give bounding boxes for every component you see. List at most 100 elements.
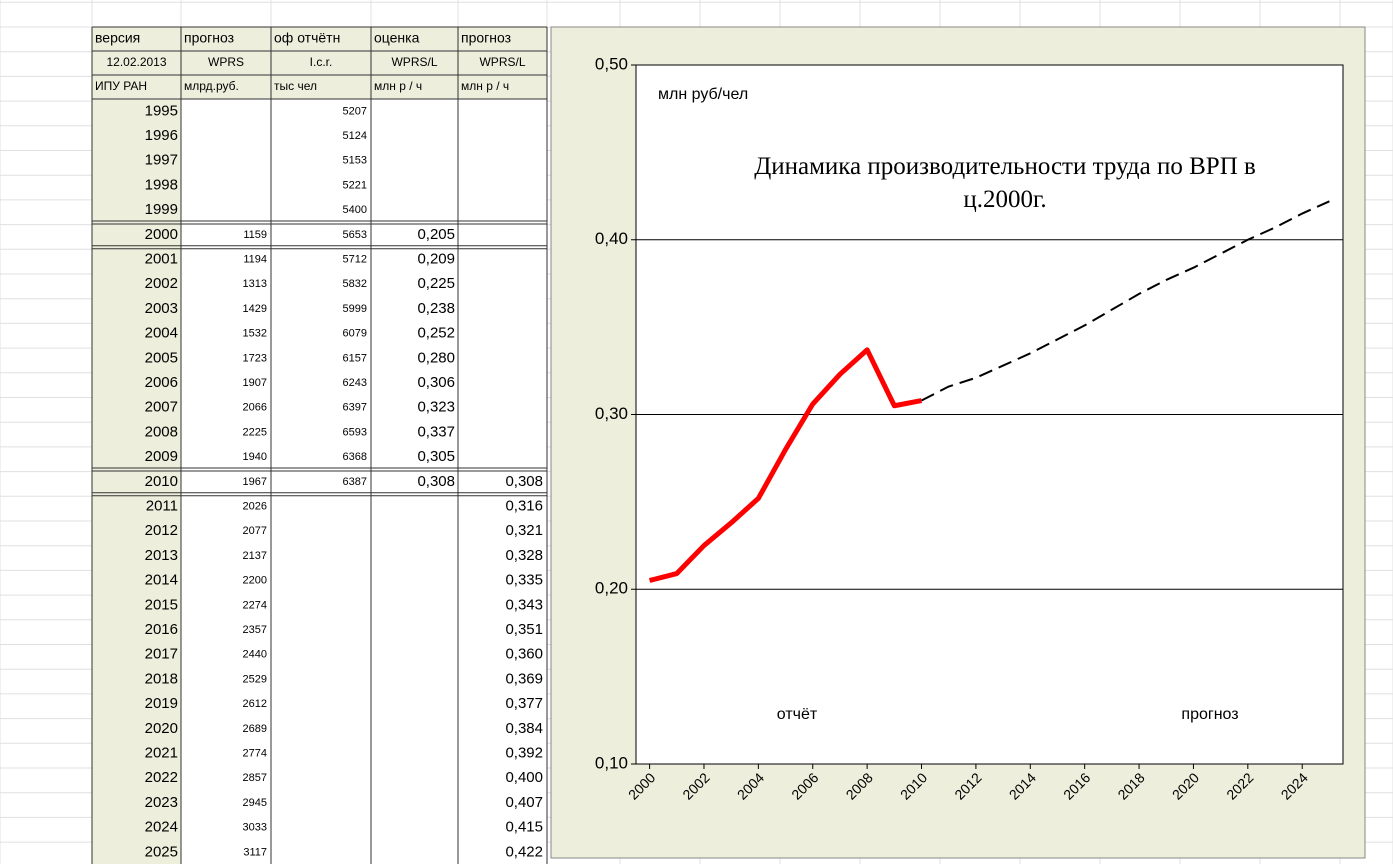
- header-cell: прогноз: [461, 30, 511, 46]
- cell-year: 2023: [145, 794, 178, 811]
- y-tick-label: 0,20: [595, 579, 628, 598]
- cell-year: 2002: [145, 275, 178, 292]
- cell-grp: 1532: [243, 328, 267, 340]
- row-bg: [181, 494, 547, 519]
- row-bg: [181, 642, 547, 668]
- cell-grp: 2200: [243, 575, 267, 587]
- cell-year: 1997: [145, 152, 178, 169]
- cell-employed: 6243: [343, 377, 367, 389]
- cell-grp: 2529: [243, 673, 267, 685]
- row-bg: [181, 444, 547, 470]
- cell-year: 1998: [145, 176, 178, 193]
- cell-grp: 2137: [243, 550, 267, 562]
- cell-year: 2000: [145, 226, 178, 243]
- cell-year: 2025: [145, 843, 178, 860]
- row-bg: [181, 840, 547, 864]
- row-bg: [181, 716, 547, 742]
- cell-grp: 1313: [243, 278, 267, 290]
- cell-estimate: 0,308: [417, 473, 455, 490]
- cell-year: 2004: [145, 325, 178, 342]
- cell-estimate: 0,306: [417, 374, 455, 391]
- row-bg: [181, 148, 547, 174]
- cell-grp: 2077: [243, 525, 267, 537]
- cell-grp: 2225: [243, 426, 267, 438]
- cell-year: 2024: [145, 819, 178, 836]
- cell-employed: 6387: [343, 476, 367, 488]
- row-bg: [181, 395, 547, 421]
- cell-estimate: 0,280: [417, 349, 455, 366]
- cell-year: 2010: [145, 473, 178, 490]
- cell-forecast: 0,392: [505, 745, 543, 762]
- cell-grp: 3033: [243, 822, 267, 834]
- row-bg: [181, 617, 547, 643]
- cell-employed: 5832: [343, 278, 367, 290]
- row-bg: [181, 296, 547, 322]
- cell-year: 1996: [145, 127, 178, 144]
- cell-year: 2001: [145, 251, 178, 268]
- series-line: [921, 200, 1330, 402]
- cell-employed: 5124: [343, 130, 367, 142]
- cell-employed: 5712: [343, 253, 367, 265]
- row-bg: [181, 790, 547, 816]
- row-bg: [181, 691, 547, 717]
- cell-estimate: 0,252: [417, 325, 455, 342]
- cell-grp: 3117: [243, 846, 267, 858]
- cell-grp: 2440: [243, 649, 267, 661]
- cell-grp: 1723: [243, 352, 267, 364]
- cell-year: 2008: [145, 423, 178, 440]
- cell-forecast: 0,335: [505, 572, 543, 589]
- row-bg: [181, 815, 547, 840]
- cell-forecast: 0,422: [505, 843, 543, 860]
- cell-grp: 2066: [243, 402, 267, 414]
- cell-grp: 2774: [243, 747, 267, 759]
- cell-grp: 1194: [243, 253, 267, 265]
- cell-forecast: 0,407: [505, 794, 543, 811]
- cell-year: 2016: [145, 621, 178, 638]
- cell-year: 2006: [145, 374, 178, 391]
- year-col-bg: [92, 99, 181, 864]
- cell-forecast: 0,321: [505, 522, 543, 539]
- cell-employed: 5153: [343, 155, 367, 167]
- row-bg: [181, 518, 547, 544]
- header-cell: 12.02.2013: [106, 55, 166, 69]
- row-bg: [181, 197, 547, 223]
- cell-employed: 5221: [343, 179, 367, 191]
- cell-forecast: 0,377: [505, 695, 543, 712]
- cell-forecast: 0,351: [505, 621, 543, 638]
- cell-grp: 2274: [243, 599, 267, 611]
- cell-year: 2012: [145, 522, 178, 539]
- cell-estimate: 0,238: [417, 300, 455, 317]
- row-bg: [181, 543, 547, 569]
- cell-estimate: 0,323: [417, 399, 455, 416]
- cell-estimate: 0,305: [417, 448, 455, 465]
- cell-employed: 5400: [343, 204, 367, 216]
- cell-employed: 6397: [343, 402, 367, 414]
- cell-estimate: 0,209: [417, 251, 455, 268]
- series-line: [648, 347, 922, 583]
- row-bg: [181, 667, 547, 692]
- cell-year: 2009: [145, 448, 178, 465]
- cell-grp: 1940: [243, 451, 267, 463]
- header-cell: млн р / ч: [461, 79, 509, 93]
- header-cell: версия: [95, 30, 140, 46]
- cell-year: 2003: [145, 300, 178, 317]
- header-cell: оф отчётн: [274, 30, 340, 46]
- cell-employed: 5653: [343, 229, 367, 241]
- cell-grp: 1429: [243, 303, 267, 315]
- row-bg: [181, 469, 547, 495]
- cell-employed: 5999: [343, 303, 367, 315]
- cell-forecast: 0,343: [505, 596, 543, 613]
- chart-title: Динамика производительности труда по ВРП…: [754, 153, 1256, 213]
- annotation: отчёт: [777, 706, 818, 723]
- row-bg: [181, 271, 547, 297]
- row-bg: [181, 370, 547, 396]
- cell-year: 2020: [145, 720, 178, 737]
- cell-employed: 6593: [343, 426, 367, 438]
- row-bg: [181, 741, 547, 766]
- cell-employed: 5207: [343, 105, 367, 117]
- y-tick-label: 0,50: [595, 54, 628, 73]
- cell-employed: 6079: [343, 328, 367, 340]
- cell-forecast: 0,316: [505, 498, 543, 515]
